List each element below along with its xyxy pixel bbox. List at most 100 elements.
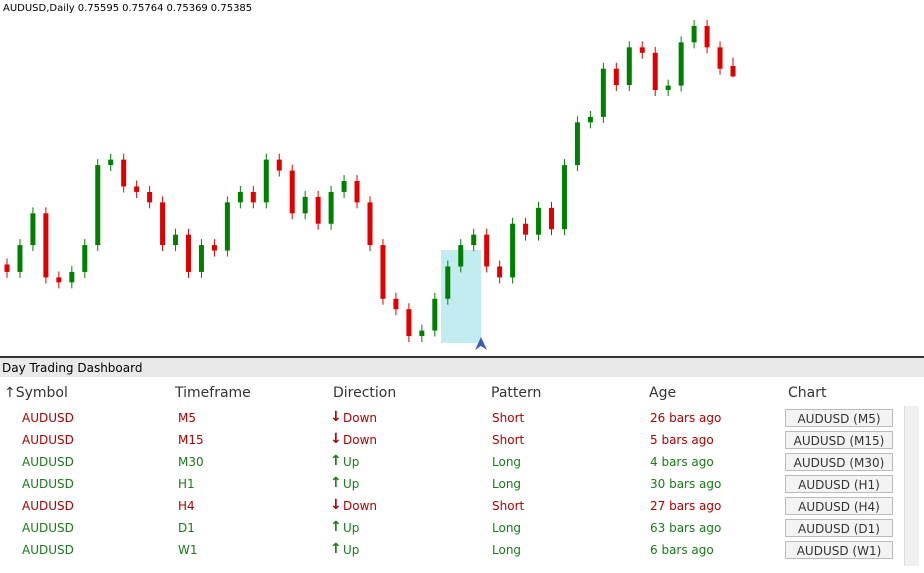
candle-body xyxy=(484,234,490,267)
chart-button[interactable]: AUDUSD (H4) xyxy=(785,497,893,515)
candle-body xyxy=(445,266,451,299)
symbol-label: AUDUSD,Daily xyxy=(3,3,75,14)
candle-body xyxy=(432,298,438,331)
symbol: AUDUSD xyxy=(22,411,74,425)
column-header[interactable]: Chart xyxy=(788,385,827,401)
candle-body xyxy=(30,213,36,246)
candle-body xyxy=(43,213,49,278)
candle-body xyxy=(600,68,606,117)
ohlc: 0.75595 xyxy=(77,3,120,14)
candle-body xyxy=(134,186,140,192)
symbol: AUDUSD xyxy=(22,521,74,535)
candle-body xyxy=(186,234,191,272)
arrow: ↑ xyxy=(330,541,342,557)
symbol: AUDUSD xyxy=(22,455,74,469)
candle-body xyxy=(211,245,217,251)
dashboard-title: Day Trading Dashboard xyxy=(0,356,924,377)
symbol: AUDUSD xyxy=(22,499,74,513)
candle-body xyxy=(224,202,230,251)
arrow: ↓ xyxy=(330,497,342,513)
age: 5 bars ago xyxy=(650,433,714,447)
candle-body xyxy=(561,165,567,230)
candle-body xyxy=(147,191,153,203)
chart-button[interactable]: AUDUSD (M15) xyxy=(785,431,893,449)
age: 63 bars ago xyxy=(650,521,722,535)
timeframe: H4 xyxy=(178,499,195,513)
chart-button[interactable]: AUDUSD (H1) xyxy=(785,475,893,493)
candle-body xyxy=(458,245,464,267)
candle-body xyxy=(471,234,477,246)
pattern: Long xyxy=(492,521,522,535)
price-chart xyxy=(4,20,736,350)
candle-body xyxy=(56,277,62,283)
timeframe: M5 xyxy=(178,411,196,425)
candle-body xyxy=(536,207,542,235)
candle-body xyxy=(380,245,386,299)
arrow: ↑ xyxy=(330,453,342,469)
candle-body xyxy=(510,223,516,278)
candle-body xyxy=(354,181,360,203)
column-header[interactable]: Direction xyxy=(333,385,397,401)
timeframe: D1 xyxy=(178,521,195,535)
candle-body xyxy=(328,191,334,224)
direction: Up xyxy=(343,543,360,557)
candle-body xyxy=(626,47,632,86)
candle-body xyxy=(276,159,282,171)
age: 4 bars ago xyxy=(650,455,714,469)
candle-body xyxy=(549,207,554,230)
column-header[interactable]: ↑Symbol xyxy=(4,385,68,401)
chart-header: AUDUSD,Daily 0.75595 0.75764 0.75369 0.75385 xyxy=(3,3,255,14)
column-header[interactable]: Age xyxy=(649,385,677,401)
timeframe: H1 xyxy=(178,477,195,491)
direction: Up xyxy=(343,521,360,535)
symbol: AUDUSD xyxy=(22,433,74,447)
candle-body xyxy=(198,245,204,272)
candle-body xyxy=(250,191,256,203)
candle-body xyxy=(587,116,593,123)
scrollbar[interactable] xyxy=(904,406,919,566)
candle-body xyxy=(574,122,580,166)
chart-button[interactable]: AUDUSD (M5) xyxy=(785,409,893,427)
candle-body xyxy=(665,85,671,91)
timeframe: M15 xyxy=(178,433,204,447)
candle-body xyxy=(613,68,619,86)
pattern: Long xyxy=(492,543,522,557)
timeframe: W1 xyxy=(178,543,198,557)
direction: Up xyxy=(343,455,360,469)
candle-body xyxy=(523,223,529,235)
direction: Down xyxy=(343,433,378,447)
arrow: ↑ xyxy=(330,519,342,535)
symbol: AUDUSD xyxy=(22,477,74,491)
pattern: Long xyxy=(492,477,522,491)
chart-button[interactable]: AUDUSD (W1) xyxy=(785,541,893,559)
chart-button[interactable]: AUDUSD (M30) xyxy=(785,453,893,471)
chart-button[interactable]: AUDUSD (D1) xyxy=(785,519,893,537)
column-header[interactable]: Pattern xyxy=(491,385,542,401)
candle-body xyxy=(69,271,75,283)
ohlc: 0.75369 xyxy=(166,3,208,14)
candle-body xyxy=(704,25,710,48)
candle-body xyxy=(302,196,308,214)
candle-body xyxy=(367,202,373,246)
candle-body xyxy=(121,159,127,187)
column-header[interactable]: Timeframe xyxy=(175,385,251,401)
candle-body xyxy=(4,264,10,272)
pattern: Long xyxy=(492,455,522,469)
direction: Down xyxy=(343,499,378,513)
direction: Down xyxy=(343,411,378,425)
candle-body xyxy=(95,165,101,246)
arrow: ↑ xyxy=(330,475,342,491)
candle-body xyxy=(691,25,697,43)
age: 26 bars ago xyxy=(650,411,722,425)
symbol: AUDUSD xyxy=(22,543,74,557)
candle-body xyxy=(82,245,88,272)
candle-body xyxy=(341,181,347,192)
candle-body xyxy=(419,330,425,337)
candle-body xyxy=(289,170,295,214)
direction: Up xyxy=(343,477,360,491)
candle-body xyxy=(17,245,23,272)
candle-body xyxy=(263,159,269,203)
ohlc: 0.75764 xyxy=(122,3,164,14)
candle-body xyxy=(393,298,399,310)
